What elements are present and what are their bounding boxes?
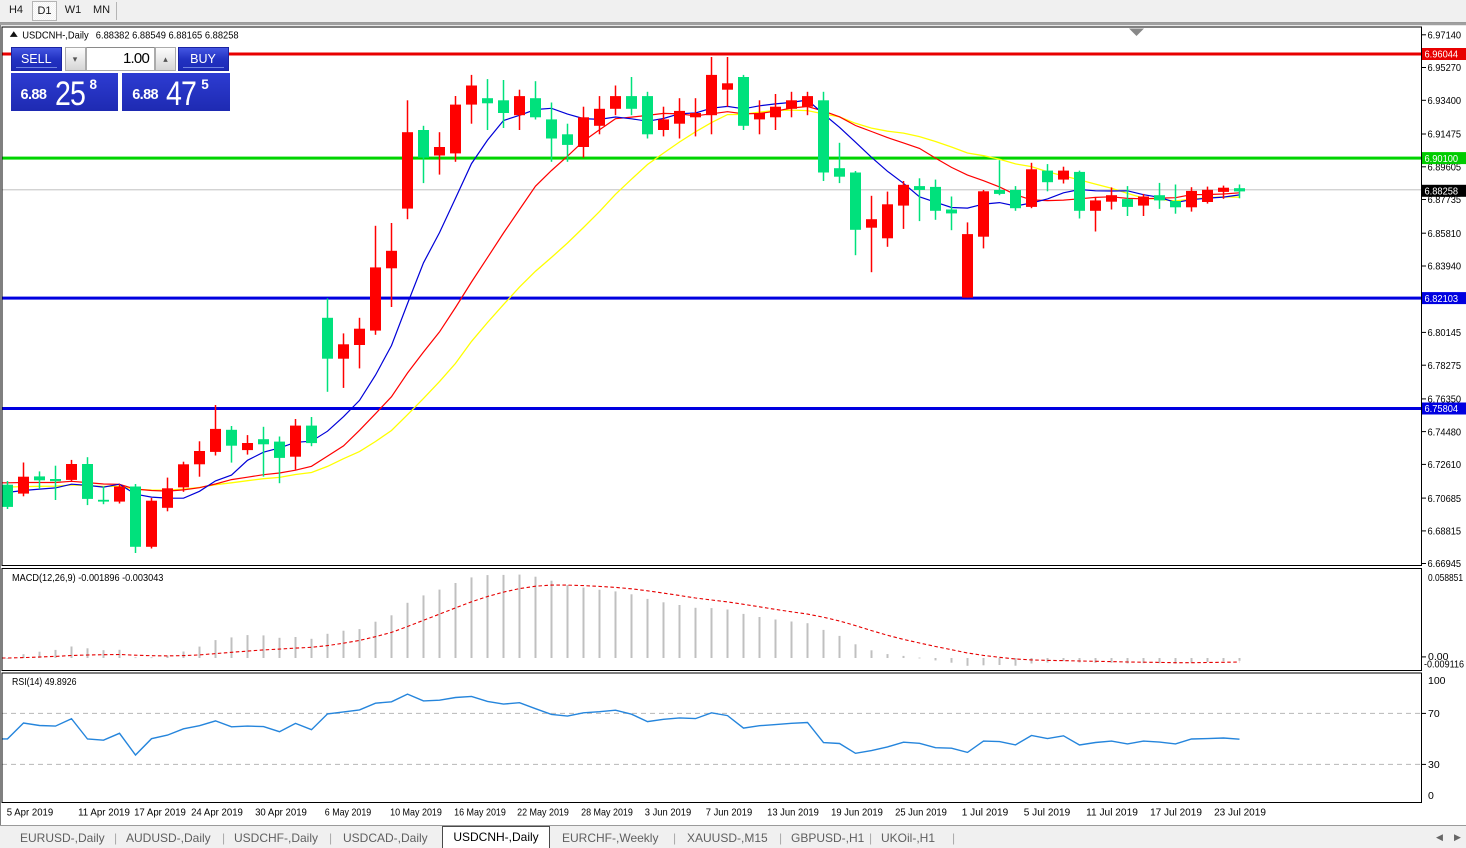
svg-text:6.78275: 6.78275 bbox=[1428, 360, 1462, 372]
svg-text:6.91475: 6.91475 bbox=[1428, 129, 1462, 141]
svg-text:6.80145: 6.80145 bbox=[1428, 327, 1462, 339]
svg-text:30: 30 bbox=[1428, 759, 1440, 771]
svg-text:5 Apr 2019: 5 Apr 2019 bbox=[7, 807, 54, 819]
svg-text:6.87735: 6.87735 bbox=[1428, 194, 1462, 206]
svg-text:USDCNH-,Daily: USDCNH-,Daily bbox=[22, 30, 89, 42]
svg-text:70: 70 bbox=[1428, 708, 1440, 720]
svg-text:0.058851: 0.058851 bbox=[1428, 572, 1463, 584]
svg-text:RSI(14) 49.8926: RSI(14) 49.8926 bbox=[12, 676, 77, 688]
svg-text:6.90100: 6.90100 bbox=[1425, 153, 1459, 165]
svg-text:6.85810: 6.85810 bbox=[1428, 228, 1462, 240]
svg-text:25 Jun 2019: 25 Jun 2019 bbox=[895, 807, 947, 819]
svg-text:19 Jun 2019: 19 Jun 2019 bbox=[831, 807, 883, 819]
svg-text:-0.009116: -0.009116 bbox=[1424, 658, 1464, 670]
svg-text:6.82103: 6.82103 bbox=[1425, 293, 1459, 305]
svg-text:7 Jun 2019: 7 Jun 2019 bbox=[706, 807, 753, 819]
svg-text:23 Jul 2019: 23 Jul 2019 bbox=[1214, 807, 1266, 819]
svg-text:6.66945: 6.66945 bbox=[1428, 558, 1462, 570]
svg-text:17 Apr 2019: 17 Apr 2019 bbox=[134, 807, 186, 819]
svg-text:6.74480: 6.74480 bbox=[1428, 426, 1462, 438]
svg-text:0: 0 bbox=[1428, 790, 1434, 802]
svg-text:11 Jul 2019: 11 Jul 2019 bbox=[1086, 807, 1138, 819]
svg-text:6.88382 6.88549 6.88165 6.8825: 6.88382 6.88549 6.88165 6.88258 bbox=[96, 30, 239, 42]
svg-text:6.89605: 6.89605 bbox=[1428, 162, 1462, 174]
svg-text:6.93400: 6.93400 bbox=[1428, 95, 1462, 107]
svg-text:24 Apr 2019: 24 Apr 2019 bbox=[191, 807, 243, 819]
svg-text:6 May 2019: 6 May 2019 bbox=[325, 807, 372, 819]
svg-text:11 Apr 2019: 11 Apr 2019 bbox=[78, 807, 130, 819]
svg-text:22 May 2019: 22 May 2019 bbox=[517, 807, 569, 819]
svg-text:6.97140: 6.97140 bbox=[1428, 30, 1462, 42]
svg-text:MACD(12,26,9) -0.001896 -0.003: MACD(12,26,9) -0.001896 -0.003043 bbox=[12, 572, 164, 584]
svg-text:10 May 2019: 10 May 2019 bbox=[390, 807, 442, 819]
svg-text:6.72610: 6.72610 bbox=[1428, 459, 1462, 471]
svg-text:3 Jun 2019: 3 Jun 2019 bbox=[645, 807, 692, 819]
svg-text:100: 100 bbox=[1428, 675, 1446, 687]
svg-text:6.83940: 6.83940 bbox=[1428, 261, 1462, 273]
svg-text:0.00: 0.00 bbox=[1428, 651, 1449, 663]
svg-text:6.75804: 6.75804 bbox=[1425, 403, 1459, 415]
svg-text:5 Jul 2019: 5 Jul 2019 bbox=[1024, 807, 1071, 819]
svg-text:16 May 2019: 16 May 2019 bbox=[454, 807, 506, 819]
svg-text:6.96044: 6.96044 bbox=[1425, 49, 1459, 61]
svg-text:6.70685: 6.70685 bbox=[1428, 493, 1462, 505]
svg-text:1 Jul 2019: 1 Jul 2019 bbox=[962, 807, 1009, 819]
svg-text:6.68815: 6.68815 bbox=[1428, 526, 1462, 538]
svg-text:6.88258: 6.88258 bbox=[1425, 186, 1459, 198]
svg-text:28 May 2019: 28 May 2019 bbox=[581, 807, 633, 819]
svg-text:13 Jun 2019: 13 Jun 2019 bbox=[767, 807, 819, 819]
svg-text:30 Apr 2019: 30 Apr 2019 bbox=[255, 807, 307, 819]
svg-text:6.95270: 6.95270 bbox=[1428, 62, 1462, 74]
svg-text:17 Jul 2019: 17 Jul 2019 bbox=[1150, 807, 1202, 819]
